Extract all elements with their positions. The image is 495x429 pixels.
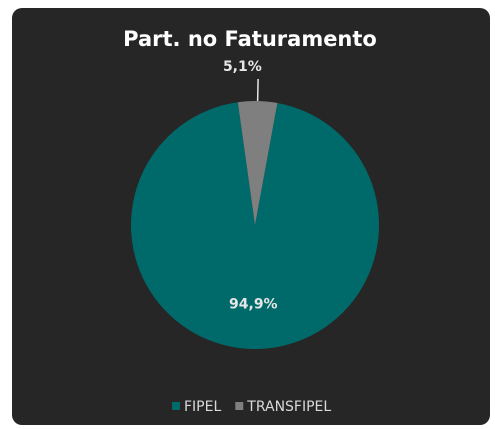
pie-slice [237,100,278,225]
legend-swatch [235,402,244,410]
legend-label: FIPEL [184,399,221,415]
chart-title: Part. no Faturamento [123,27,377,51]
data-label: 5,1% [223,59,262,75]
pie-slice [130,102,380,350]
data-label: 94,9% [229,296,278,312]
legend-label: TRANSFIPEL [246,399,331,415]
legend-swatch [172,402,180,410]
